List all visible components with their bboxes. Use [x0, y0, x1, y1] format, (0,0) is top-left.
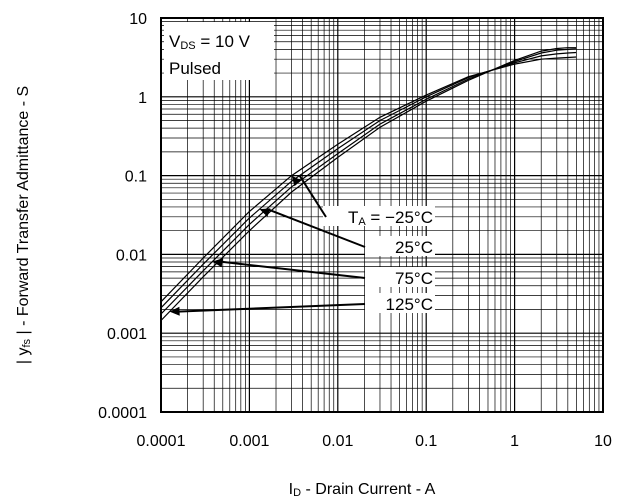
annotation-arrow-shaft [220, 260, 366, 279]
test-conditions-box: VDS = 10 V Pulsed [164, 22, 274, 80]
annotation-arrow-head [212, 258, 223, 268]
x-tick-label: 0.01 [322, 433, 353, 450]
series-lines [160, 47, 577, 321]
x-tick-label: 0.0001 [137, 433, 186, 450]
annotation-label-background [365, 236, 435, 256]
annotation-arrow-head [259, 208, 271, 217]
y-tick-label: 10 [129, 11, 147, 28]
vds-condition: VDS = 10 V [169, 32, 251, 52]
series-line [160, 48, 577, 315]
x-tick-label: 1 [510, 433, 519, 450]
temperature-annotations: TA = −25°C 25°C 75°C 125°C [169, 175, 435, 316]
y-tick-labels: 0.0001 0.001 0.01 0.1 1 10 [98, 11, 147, 422]
series-line [160, 47, 577, 321]
series-line [160, 51, 577, 309]
annotation-arrow-shaft [267, 208, 366, 248]
pulsed-condition: Pulsed [169, 59, 221, 78]
grid-lines [160, 18, 603, 413]
conditions-background [164, 22, 274, 80]
y-tick-label: 0.0001 [98, 405, 147, 422]
y-tick-label: 0.01 [116, 247, 147, 264]
annotation-arrow-shaft [177, 303, 366, 313]
y-tick-label: 0.1 [125, 169, 147, 186]
x-tick-label: 10 [594, 433, 612, 450]
y-axis-label: | yfs | - Forward Transfer Admittance - … [15, 86, 33, 364]
annotation-label-background [365, 267, 435, 287]
annotation-label-background [323, 206, 435, 226]
x-tick-label: 0.1 [415, 433, 437, 450]
plot-frame [160, 17, 604, 413]
annotation-arrow-head [169, 306, 180, 316]
temperature-label: 75°C [395, 269, 433, 288]
x-tick-label: 0.001 [229, 433, 269, 450]
x-axis-label: ID - Drain Current - A [289, 481, 436, 499]
y-tick-label: 0.001 [107, 326, 147, 343]
temperature-label: 125°C [386, 295, 433, 314]
x-tick-labels: 0.0001 0.001 0.01 0.1 1 10 [137, 433, 612, 450]
annotation-label-background [365, 293, 435, 313]
series-line [160, 56, 577, 303]
annotation-arrow-head [291, 175, 302, 187]
temperature-label: 25°C [395, 238, 433, 257]
temperature-label: TA = −25°C [348, 208, 433, 228]
y-tick-label: 1 [138, 90, 147, 107]
annotation-arrow-shaft [298, 175, 327, 218]
